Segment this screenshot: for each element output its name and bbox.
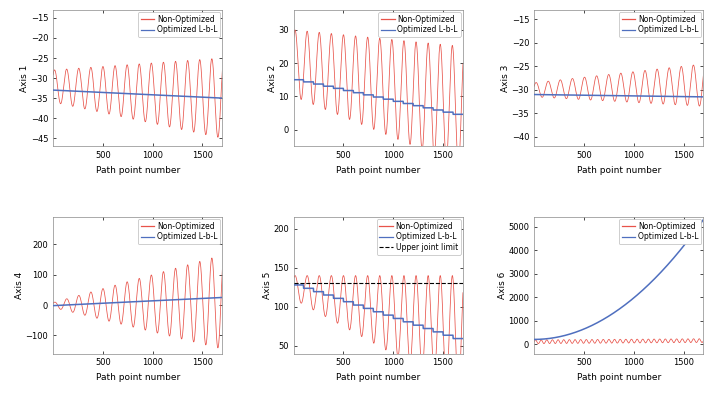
Legend: Non-Optimized, Optimized L-b-L: Non-Optimized, Optimized L-b-L	[619, 12, 701, 37]
Y-axis label: Axis 3: Axis 3	[501, 64, 510, 92]
Y-axis label: Axis 2: Axis 2	[268, 64, 276, 92]
Y-axis label: Axis 6: Axis 6	[498, 272, 507, 299]
Y-axis label: Axis 4: Axis 4	[15, 272, 24, 299]
X-axis label: Path point number: Path point number	[336, 373, 421, 382]
X-axis label: Path point number: Path point number	[95, 373, 180, 382]
Legend: Non-Optimized, Optimized L-b-L, Upper joint limit: Non-Optimized, Optimized L-b-L, Upper jo…	[377, 220, 461, 254]
Y-axis label: Axis 5: Axis 5	[262, 272, 271, 299]
Legend: Non-Optimized, Optimized L-b-L: Non-Optimized, Optimized L-b-L	[138, 220, 220, 244]
Legend: Non-Optimized, Optimized L-b-L: Non-Optimized, Optimized L-b-L	[138, 12, 220, 37]
X-axis label: Path point number: Path point number	[577, 166, 661, 175]
X-axis label: Path point number: Path point number	[336, 166, 421, 175]
X-axis label: Path point number: Path point number	[95, 166, 180, 175]
Legend: Non-Optimized, Optimized L-b-L: Non-Optimized, Optimized L-b-L	[378, 12, 461, 37]
Legend: Non-Optimized, Optimized L-b-L: Non-Optimized, Optimized L-b-L	[619, 220, 701, 244]
Y-axis label: Axis 1: Axis 1	[21, 64, 29, 92]
X-axis label: Path point number: Path point number	[577, 373, 661, 382]
